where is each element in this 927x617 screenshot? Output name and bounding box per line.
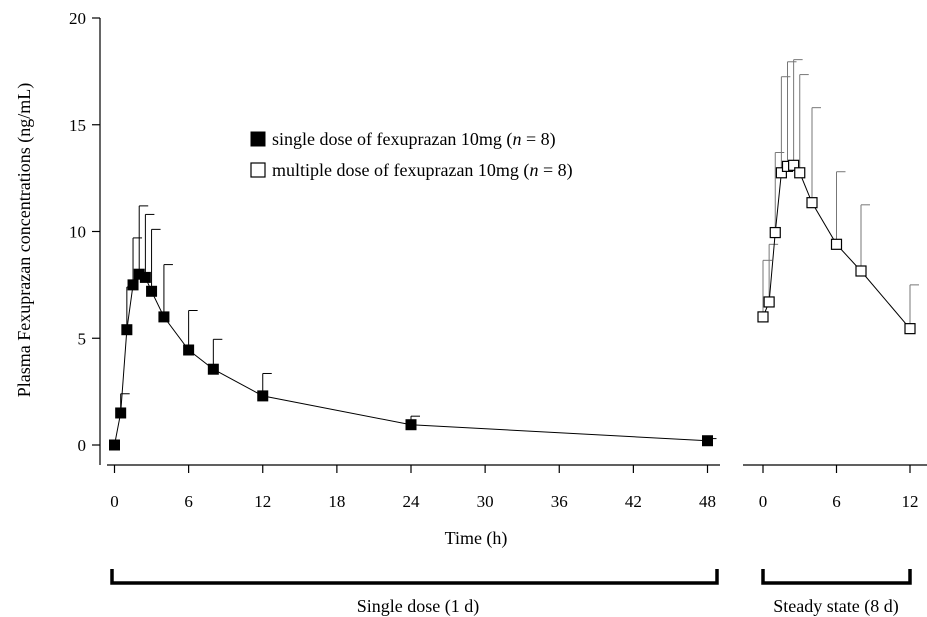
x-tick-label: 0 (759, 492, 768, 511)
x-ticks: 0 6 12 18 24 30 36 42 48 0 6 12 (110, 465, 919, 511)
y-tick-label: 15 (69, 116, 86, 135)
data-point (830, 238, 843, 250)
y-tick-label: 0 (78, 436, 87, 455)
legend-marker-multiple-dose (250, 162, 266, 178)
y-tick-label: 10 (69, 223, 86, 242)
legend-text-post: = 8) (521, 129, 555, 150)
data-point (904, 323, 916, 335)
x-tick-label: 0 (110, 492, 119, 511)
data-point (139, 271, 151, 283)
bracket-single-dose (110, 569, 719, 585)
series-multiple-dose (757, 59, 919, 335)
y-ticks: 0 5 10 15 20 (69, 9, 100, 455)
data-point (702, 435, 713, 447)
data-point (127, 279, 139, 291)
data-point (794, 167, 806, 179)
legend-label-single-dose: single dose of fexuprazan 10mg (n = 8) (272, 129, 556, 150)
x-tick-label: 30 (477, 492, 494, 511)
data-point (115, 407, 127, 419)
legend-n-italic: n (512, 129, 521, 149)
data-point (806, 197, 818, 209)
bracket-label-single-dose: Single dose (1 d) (357, 596, 479, 617)
legend-label-multiple-dose: multiple dose of fexuprazan 10mg (n = 8) (272, 160, 573, 181)
x-tick-label: 42 (625, 492, 642, 511)
data-point (855, 265, 867, 277)
y-axis-title: Plasma Fexuprazan concentrations (ng/mL) (14, 83, 35, 397)
x-tick-label: 6 (832, 492, 841, 511)
data-point (158, 311, 170, 323)
legend-n-italic: n (529, 160, 538, 180)
x-tick-label: 24 (403, 492, 421, 511)
data-point (183, 344, 195, 356)
legend-text-post: = 8) (538, 160, 572, 181)
bracket-steady-state (761, 569, 912, 585)
legend-text-pre: single dose of fexuprazan 10mg ( (272, 129, 512, 150)
data-point (109, 439, 120, 451)
x-tick-label: 6 (184, 492, 193, 511)
x-axis-title: Time (h) (445, 528, 508, 549)
bracket-label-steady-state: Steady state (8 d) (773, 596, 898, 617)
data-point (121, 324, 133, 336)
data-point (763, 296, 775, 308)
legend-marker-single-dose (250, 131, 266, 147)
data-point (775, 167, 787, 179)
x-tick-label: 12 (902, 492, 919, 511)
data-point (207, 363, 219, 375)
x-tick-label: 12 (254, 492, 271, 511)
data-point (757, 311, 769, 323)
legend: single dose of fexuprazan 10mg (n = 8) m… (250, 129, 573, 181)
data-point (257, 390, 269, 402)
x-tick-label: 18 (328, 492, 345, 511)
x-tick-label: 48 (699, 492, 716, 511)
legend-text-pre: multiple dose of fexuprazan 10mg ( (272, 160, 529, 181)
y-tick-label: 20 (69, 9, 86, 28)
period-brackets: Single dose (1 d) Steady state (8 d) (110, 569, 912, 617)
data-point (405, 419, 417, 431)
data-point (769, 226, 781, 239)
data-point (788, 159, 800, 171)
y-tick-label: 5 (78, 329, 87, 348)
data-point (146, 285, 158, 297)
axes (99, 18, 927, 466)
series-single-dose (109, 205, 717, 451)
x-tick-label: 36 (551, 492, 568, 511)
plot-area (109, 59, 919, 451)
